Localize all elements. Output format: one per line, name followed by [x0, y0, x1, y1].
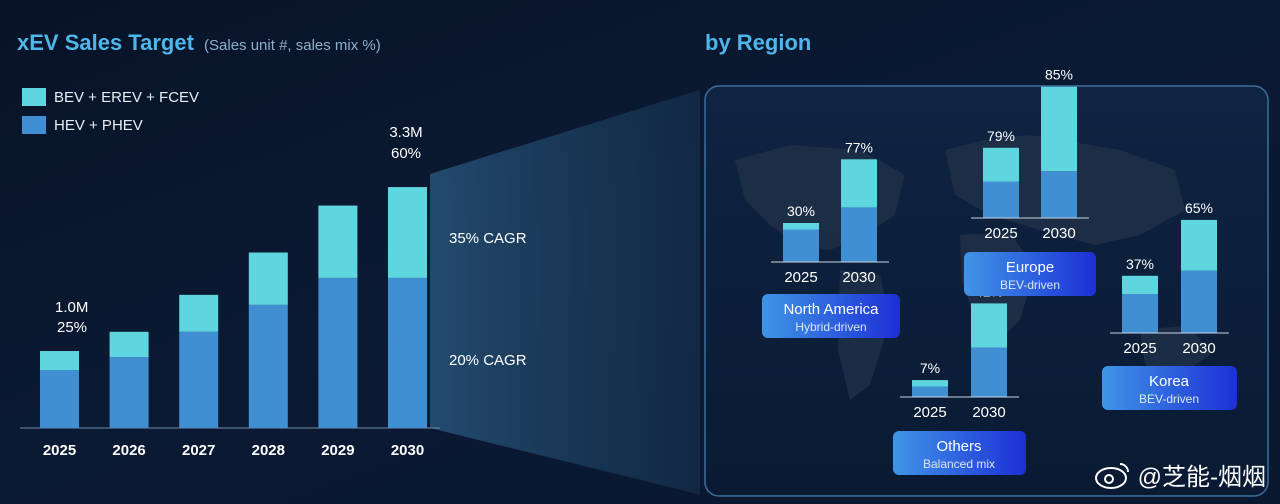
- bar-bev-2029: [318, 205, 358, 278]
- tag-north-america-name: North America: [783, 301, 879, 318]
- region-bar-hev-north-america-2025: [783, 229, 819, 262]
- region-mix-europe-2030: 85%: [1045, 67, 1073, 83]
- tag-north-america: [762, 294, 900, 338]
- legend-item-hev: HEV + PHEV: [22, 115, 143, 135]
- x-tick-2028: 2028: [252, 442, 285, 459]
- main-bar-chart: 2025 2026 2027 2028 2029 2030 1.0M 25% 3.3M 6…: [20, 89, 700, 495]
- region-mix-others-2025: 7%: [920, 360, 940, 376]
- region-year-europe-2030: 2030: [1042, 225, 1075, 242]
- region-year-north-america-2030: 2030: [842, 269, 875, 286]
- region-mix-korea-2030: 65%: [1185, 200, 1213, 216]
- region-bars-group: 30%202577%203079%202585%20307%202541%203…: [771, 67, 1229, 421]
- bar-bev-2028: [248, 252, 288, 305]
- x-tick-2026: 2026: [112, 442, 145, 459]
- legend-label-bev: BEV + EREV + FCEV: [54, 88, 200, 106]
- region-bar-hev-others-2030: [971, 347, 1007, 397]
- chart-subtitle: (Sales unit #, sales mix %): [204, 37, 381, 54]
- legend-label-hev: HEV + PHEV: [54, 116, 143, 134]
- region-bar-bev-korea-2025: [1122, 275, 1158, 294]
- region-year-others-2025: 2025: [913, 404, 946, 421]
- region-bar-bev-europe-2025: [983, 147, 1019, 182]
- bar-hev-2027: [179, 331, 219, 428]
- region-bar-bev-korea-2030: [1181, 219, 1217, 271]
- tag-korea-sub: BEV-driven: [1139, 392, 1199, 406]
- tag-korea-name: Korea: [1149, 373, 1190, 390]
- region-mix-north-america-2025: 30%: [787, 203, 815, 219]
- bar-bev-2025: [40, 351, 79, 371]
- region-bar-bev-north-america-2025: [783, 223, 819, 230]
- bar-hev-2028: [248, 304, 288, 428]
- x-tick-2025: 2025: [43, 442, 76, 459]
- tag-europe-name: Europe: [1006, 259, 1054, 276]
- first-total-label: 1.0M: [55, 299, 88, 316]
- x-tick-2030: 2030: [391, 442, 424, 459]
- bar-bev-2030: [388, 187, 427, 278]
- chart-title: xEV Sales Target (Sales unit #, sales mi…: [17, 30, 381, 56]
- connector-fan: [430, 89, 700, 495]
- legend-swatch-hev: [22, 116, 46, 134]
- tag-others: [893, 431, 1026, 475]
- last-mix-label: 60%: [391, 145, 421, 162]
- region-year-others-2030: 2030: [972, 404, 1005, 421]
- tag-others-name: Others: [936, 438, 981, 455]
- region-bar-hev-europe-2030: [1041, 171, 1077, 218]
- region-year-europe-2025: 2025: [984, 225, 1017, 242]
- bar-bev-2027: [179, 294, 219, 332]
- tag-others-sub: Balanced mix: [923, 457, 995, 471]
- region-year-north-america-2025: 2025: [784, 269, 817, 286]
- weibo-icon: [1094, 462, 1129, 489]
- region-bar-hev-north-america-2030: [841, 207, 877, 262]
- region-mix-korea-2025: 37%: [1126, 256, 1154, 272]
- chart-title-text: xEV Sales Target: [17, 30, 194, 55]
- region-bar-bev-others-2025: [912, 380, 948, 387]
- region-year-korea-2025: 2025: [1123, 340, 1156, 357]
- region-bar-bev-others-2030: [971, 303, 1007, 348]
- tag-europe: [964, 252, 1096, 296]
- tag-europe-sub: BEV-driven: [1000, 278, 1060, 292]
- first-mix-label: 25%: [57, 319, 87, 336]
- cagr-bev-label: 35% CAGR: [449, 230, 527, 247]
- watermark-text: @芝能-烟烟: [1137, 464, 1266, 491]
- region-year-korea-2030: 2030: [1182, 340, 1215, 357]
- main-bars-group: 2025 2026 2027 2028 2029 2030: [40, 187, 427, 459]
- bar-hev-2029: [318, 277, 358, 428]
- region-bar-hev-others-2025: [912, 386, 948, 397]
- region-mix-europe-2025: 79%: [987, 128, 1015, 144]
- region-title: by Region: [705, 30, 812, 55]
- region-mix-north-america-2030: 77%: [845, 139, 873, 155]
- watermark: @芝能-烟烟: [1094, 457, 1266, 492]
- x-tick-2027: 2027: [182, 442, 215, 459]
- tag-north-america-sub: Hybrid-driven: [795, 320, 866, 334]
- region-bar-hev-korea-2030: [1181, 270, 1217, 333]
- cagr-hev-label: 20% CAGR: [449, 352, 527, 369]
- region-bar-bev-europe-2030: [1041, 86, 1077, 172]
- legend-item-bev: BEV + EREV + FCEV: [22, 87, 199, 107]
- bar-hev-2025: [40, 370, 79, 428]
- bar-bev-2026: [109, 331, 149, 358]
- region-bar-hev-korea-2025: [1122, 294, 1158, 333]
- bar-hev-2026: [109, 357, 149, 428]
- tag-korea: [1102, 366, 1237, 410]
- bar-hev-2030: [388, 277, 427, 428]
- region-bar-bev-north-america-2030: [841, 159, 877, 208]
- legend-swatch-bev: [22, 88, 46, 106]
- region-bar-hev-europe-2025: [983, 181, 1019, 218]
- x-tick-2029: 2029: [321, 442, 354, 459]
- last-total-label: 3.3M: [389, 124, 422, 141]
